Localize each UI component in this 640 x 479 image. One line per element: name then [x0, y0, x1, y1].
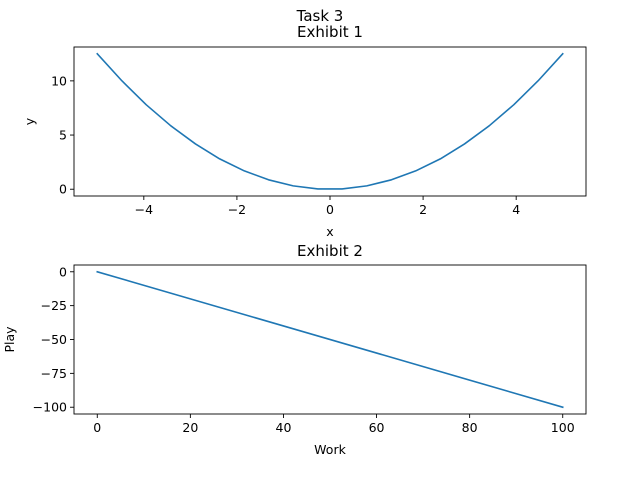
- axes-1-series-line-1: [96, 52, 564, 190]
- axes-2-ytick-label: −25: [41, 298, 67, 313]
- axes-1-frame: [73, 46, 587, 197]
- axes-2-ytick-label: −100: [33, 400, 67, 415]
- axes-2-ytick-label: −50: [41, 332, 67, 347]
- axes-2-title: Exhibit 2: [297, 242, 363, 260]
- axes-2-ytick-label: −75: [41, 366, 67, 381]
- axes-2: 0 20 40 60 80 100 0 −25 −50 −75 −100 Exhibit 2 Work P…: [2, 242, 587, 457]
- axes-2-xtick-label: 20: [182, 420, 198, 435]
- axes-2-ytick-label: 0: [59, 264, 67, 279]
- axes-2-xtick-label: 80: [462, 420, 478, 435]
- axes-2-xtick-label: 60: [369, 420, 385, 435]
- axes-1: −4 −2 0 2 4 0 5 10 Exhibit 1 x y: [22, 23, 587, 239]
- axes-1-xtick-label: −2: [228, 202, 246, 217]
- axes-1-xtick-label: 0: [326, 202, 334, 217]
- axes-1-ytick-label: 10: [51, 73, 67, 88]
- axes-1-xtick-label: −4: [135, 202, 153, 217]
- axes-2-xlabel: Work: [314, 442, 346, 457]
- axes-1-xtick-label: 4: [512, 202, 520, 217]
- axes-2-xtick-label: 100: [551, 420, 575, 435]
- axes-2-ylabel: Play: [2, 326, 17, 353]
- axes-1-xlabel: x: [326, 224, 333, 239]
- axes-1-ytick-label: 0: [59, 182, 67, 197]
- axes-1-xtick-label: 2: [419, 202, 427, 217]
- axes-1-title: Exhibit 1: [297, 23, 363, 41]
- axes-2-xtick-label: 0: [93, 420, 101, 435]
- axes-2-xtick-label: 40: [276, 420, 292, 435]
- axes-2-series-line-1: [96, 270, 564, 409]
- axes-1-ytick-label: 5: [59, 128, 67, 143]
- figure-suptitle: Task 3: [296, 7, 344, 25]
- axes-1-ylabel: y: [22, 117, 37, 125]
